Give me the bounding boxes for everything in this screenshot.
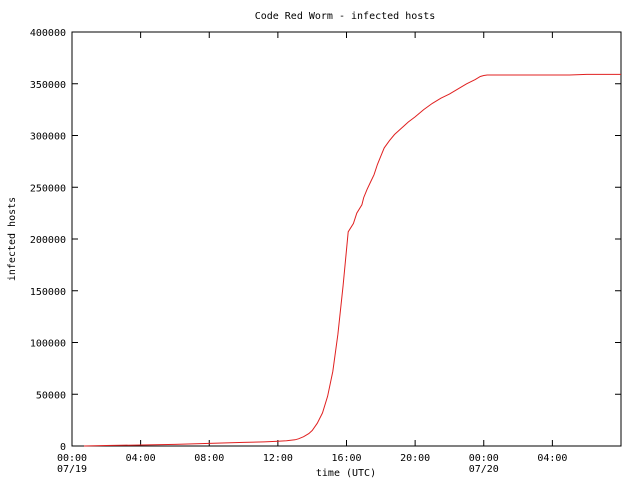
y-tick-label: 200000 bbox=[30, 235, 66, 246]
x-tick-date-label: 07/19 bbox=[57, 464, 87, 475]
x-tick-label: 16:00 bbox=[331, 453, 361, 464]
y-tick-label: 0 bbox=[60, 442, 66, 453]
y-tick-label: 300000 bbox=[30, 132, 66, 143]
chart-title: Code Red Worm - infected hosts bbox=[255, 11, 436, 22]
x-tick-label: 20:00 bbox=[400, 453, 430, 464]
x-tick-label: 00:00 bbox=[57, 453, 87, 464]
y-tick-label: 250000 bbox=[30, 183, 66, 194]
y-tick-label: 150000 bbox=[30, 287, 66, 298]
x-tick-label: 04:00 bbox=[537, 453, 567, 464]
x-tick-label: 00:00 bbox=[469, 453, 499, 464]
y-tick-label: 400000 bbox=[30, 28, 66, 39]
series-line bbox=[83, 73, 621, 447]
y-tick-label: 350000 bbox=[30, 80, 66, 91]
x-axis-label: time (UTC) bbox=[316, 468, 376, 479]
x-tick-date-label: 07/20 bbox=[469, 464, 499, 475]
plot-frame bbox=[71, 31, 622, 447]
y-axis: 0 50000 100000 150000 200000 250000 300000 3500… bbox=[30, 28, 621, 453]
x-tick-label: 04:00 bbox=[126, 453, 156, 464]
x-tick-label: 08:00 bbox=[194, 453, 224, 464]
series-layer bbox=[83, 73, 621, 447]
y-tick-label: 100000 bbox=[30, 339, 66, 350]
y-tick-label: 50000 bbox=[36, 390, 66, 401]
y-axis-label: infected hosts bbox=[7, 197, 18, 281]
x-tick-label: 12:00 bbox=[263, 453, 293, 464]
